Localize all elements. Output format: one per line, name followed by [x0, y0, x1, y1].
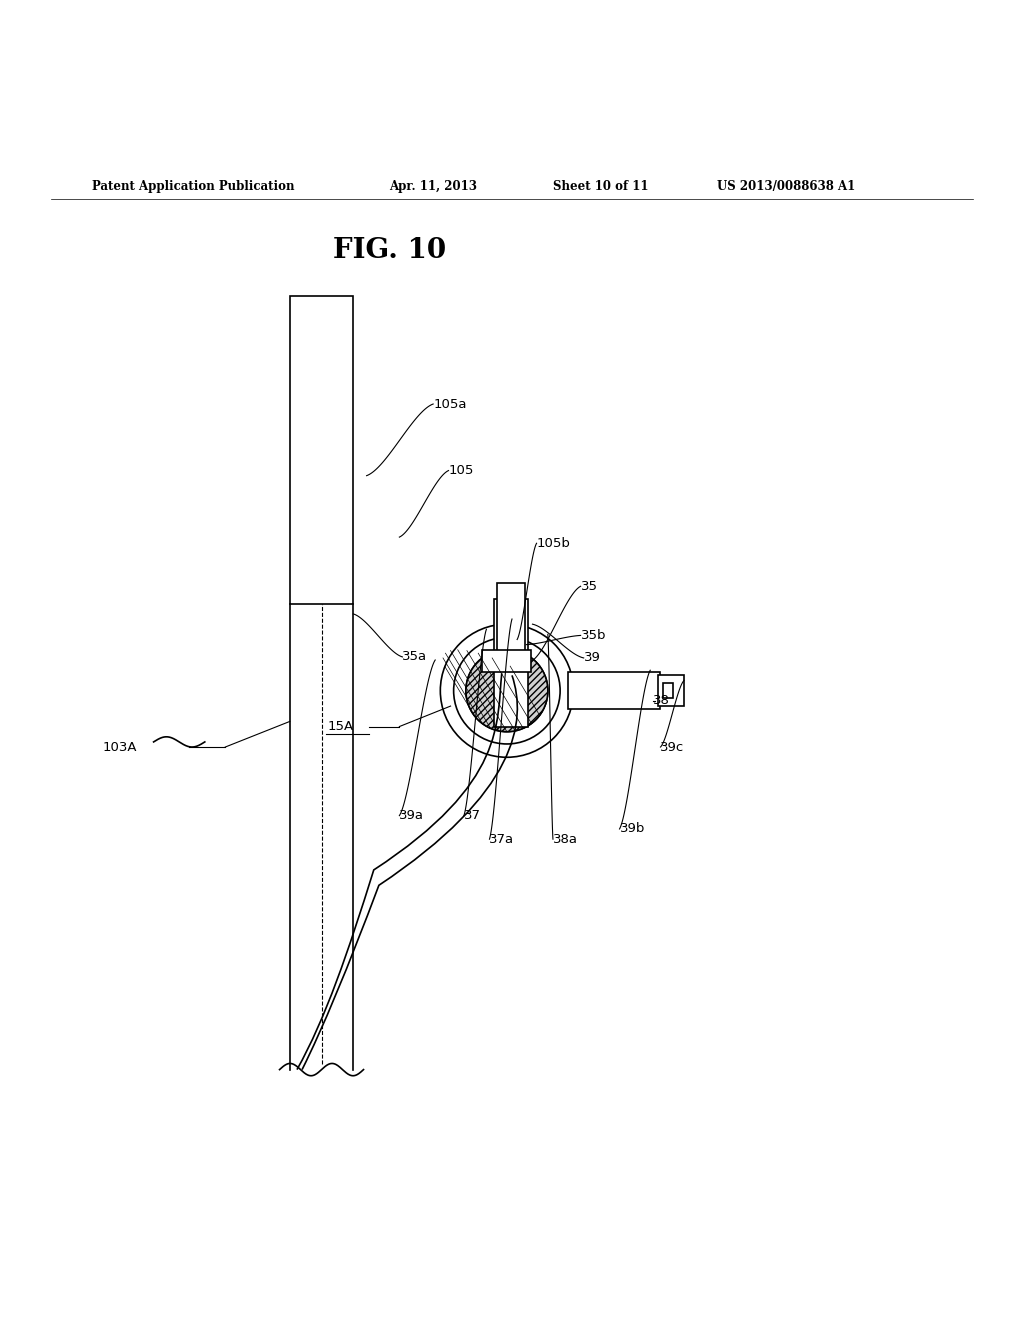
Text: 15A: 15A [328, 721, 354, 733]
Text: 105a: 105a [433, 397, 467, 411]
Text: 35: 35 [581, 579, 598, 593]
Bar [482, 649, 531, 672]
Text: Apr. 11, 2013: Apr. 11, 2013 [389, 181, 477, 194]
Text: FIG. 10: FIG. 10 [333, 236, 445, 264]
Bar [658, 676, 684, 706]
Text: 39: 39 [584, 652, 600, 664]
Text: 35a: 35a [402, 651, 428, 664]
Text: Patent Application Publication: Patent Application Publication [92, 181, 295, 194]
Bar [497, 583, 525, 660]
Bar [568, 672, 660, 709]
Text: 38a: 38a [553, 833, 578, 846]
Text: 38: 38 [653, 694, 670, 708]
Bar [663, 682, 673, 698]
Text: 37a: 37a [489, 833, 515, 846]
Text: 103A: 103A [102, 741, 137, 754]
Text: Sheet 10 of 11: Sheet 10 of 11 [553, 181, 648, 194]
Text: 39a: 39a [399, 809, 424, 822]
Circle shape [466, 649, 548, 731]
Text: 105: 105 [449, 465, 474, 477]
Text: 39c: 39c [660, 741, 685, 754]
Bar [290, 297, 353, 603]
Circle shape [466, 649, 548, 731]
Text: 39b: 39b [620, 822, 645, 836]
Text: US 2013/0088638 A1: US 2013/0088638 A1 [717, 181, 855, 194]
Bar [494, 598, 528, 726]
Text: 35b: 35b [581, 628, 606, 642]
Text: 105b: 105b [537, 537, 570, 549]
Text: 37: 37 [464, 809, 481, 822]
